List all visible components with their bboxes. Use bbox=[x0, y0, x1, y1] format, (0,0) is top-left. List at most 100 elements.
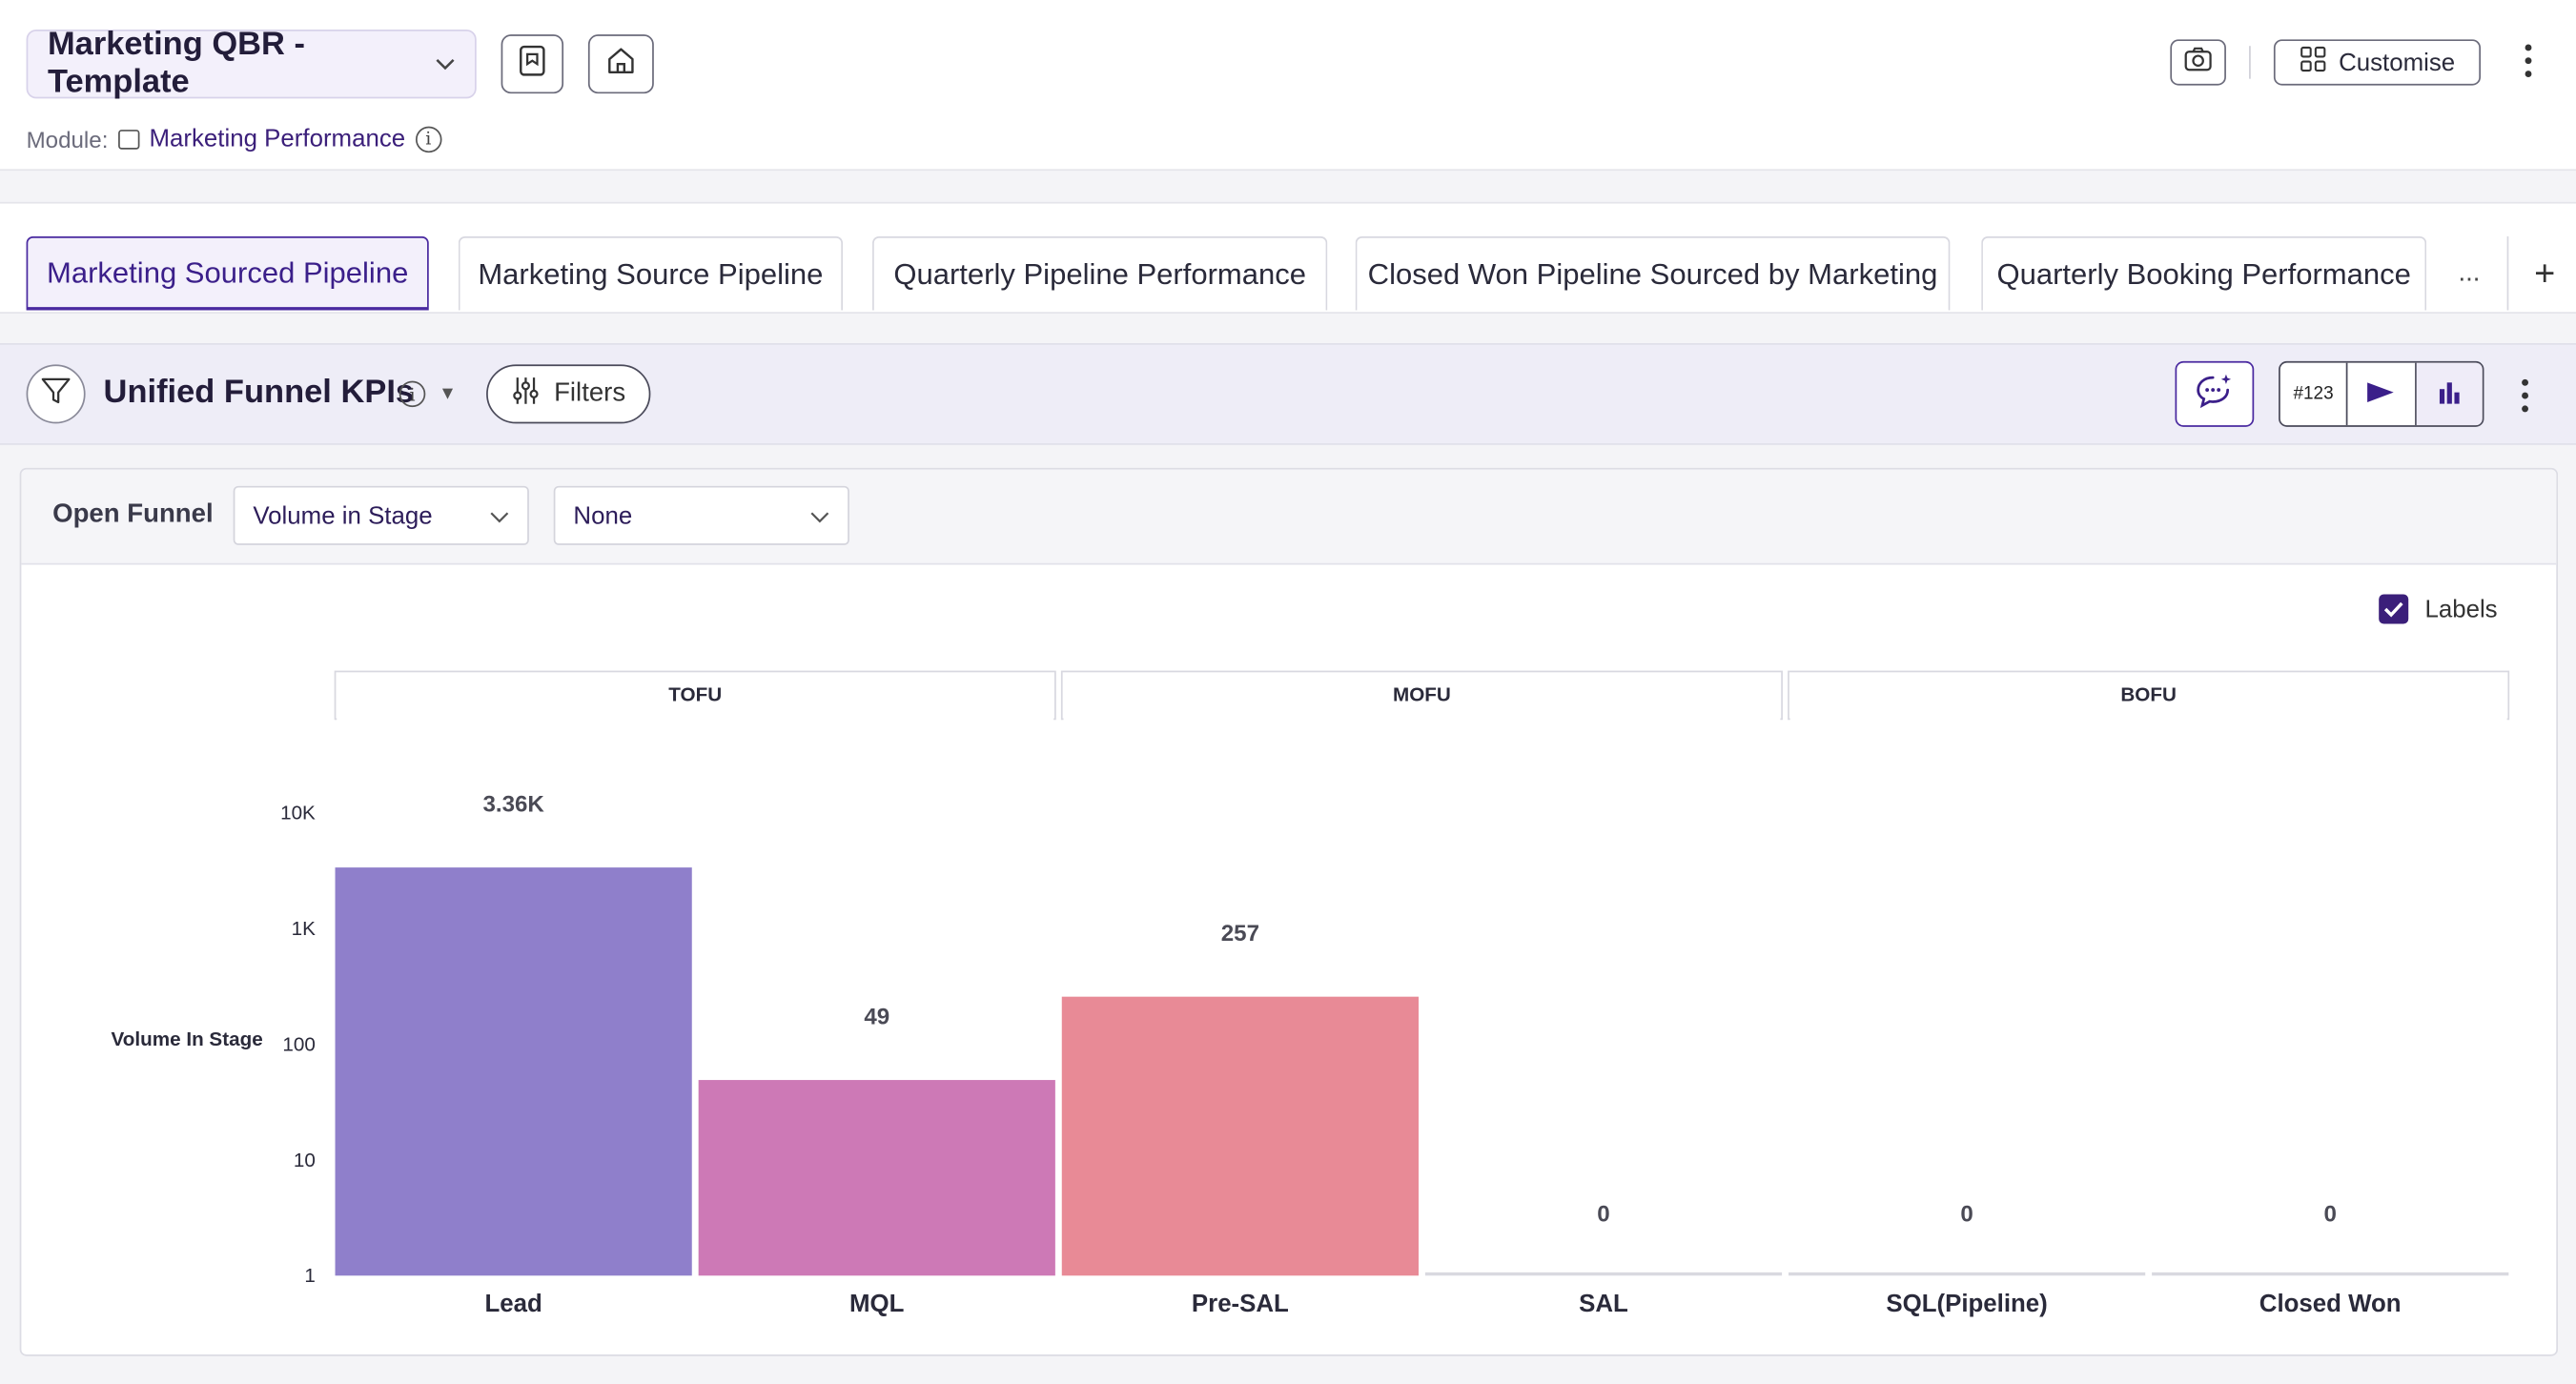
y-tick-label: 1K bbox=[292, 918, 316, 940]
home-icon bbox=[604, 44, 637, 85]
group-header-mask bbox=[1063, 715, 1781, 723]
data-label: 0 bbox=[1960, 1201, 1973, 1227]
tab-closed-won-pipeline[interactable]: Closed Won Pipeline Sourced by Marketing bbox=[1355, 236, 1951, 311]
open-funnel-label: Open Funnel bbox=[52, 500, 214, 529]
metric-select-value: Volume in Stage bbox=[253, 501, 433, 530]
data-label: 49 bbox=[864, 1005, 889, 1030]
home-button[interactable] bbox=[587, 34, 654, 94]
customise-button[interactable]: Customise bbox=[2273, 39, 2482, 86]
ai-chat-button[interactable] bbox=[2175, 360, 2255, 427]
category-label: SQL(Pipeline) bbox=[1886, 1291, 2047, 1317]
customise-label: Customise bbox=[2339, 48, 2456, 77]
module-name-link[interactable]: Marketing Performance bbox=[149, 124, 406, 153]
category-label: Closed Won bbox=[2259, 1291, 2402, 1317]
dashboard-title: Marketing QBR - Template bbox=[47, 26, 305, 101]
add-tab-button[interactable]: + bbox=[2534, 252, 2556, 294]
group-header-cell bbox=[1060, 670, 1783, 721]
chevron-down-icon bbox=[810, 501, 830, 529]
group-by-select[interactable]: None bbox=[553, 485, 849, 545]
funnel-shape-icon bbox=[2366, 380, 2396, 408]
widget-info-icon[interactable]: i bbox=[399, 380, 426, 408]
group-header-mask bbox=[1789, 715, 2507, 723]
tab-label: Marketing Source Pipeline bbox=[478, 256, 824, 291]
bookmark-icon bbox=[518, 44, 547, 85]
bookmark-button[interactable] bbox=[501, 34, 564, 94]
widget-more-menu[interactable] bbox=[2520, 378, 2529, 413]
kebab-dot bbox=[2525, 57, 2532, 65]
group-header-label: BOFU bbox=[2120, 683, 2177, 705]
header-more-menu[interactable] bbox=[2524, 44, 2533, 77]
category-label: MQL bbox=[849, 1291, 904, 1317]
y-tick-label: 10 bbox=[294, 1150, 316, 1171]
metric-select[interactable]: Volume in Stage bbox=[233, 485, 529, 545]
funnel-view-button[interactable] bbox=[2348, 362, 2417, 426]
bar bbox=[335, 867, 692, 1276]
filters-label: Filters bbox=[554, 378, 626, 408]
data-label: 0 bbox=[1597, 1201, 1609, 1227]
bar-chart-icon bbox=[2438, 380, 2461, 408]
y-axis-label: Volume In Stage bbox=[112, 1028, 263, 1050]
group-header-mask bbox=[337, 715, 1054, 723]
header-divider bbox=[2249, 46, 2251, 79]
labels-toggle[interactable]: Labels bbox=[2379, 594, 2498, 624]
tab-quarterly-pipeline-performance[interactable]: Quarterly Pipeline Performance bbox=[872, 236, 1328, 311]
bar-chart-view-button[interactable] bbox=[2416, 362, 2483, 426]
bar bbox=[1788, 1272, 2146, 1276]
funnel-icon bbox=[39, 374, 72, 415]
group-header-label: MOFU bbox=[1393, 683, 1451, 705]
data-label: 0 bbox=[2324, 1201, 2337, 1227]
tab-label: Quarterly Pipeline Performance bbox=[893, 256, 1307, 291]
category-label: Lead bbox=[484, 1291, 542, 1317]
tab-quarterly-booking-performance[interactable]: Quarterly Booking Performance bbox=[1981, 236, 2427, 311]
category-label: Pre-SAL bbox=[1192, 1291, 1289, 1317]
tab-label: Closed Won Pipeline Sourced by Marketing bbox=[1367, 256, 1938, 291]
kebab-dot bbox=[2522, 392, 2529, 399]
view-mode-toggle: #123 bbox=[2279, 360, 2484, 427]
category-label: SAL bbox=[1579, 1291, 1628, 1317]
filters-button[interactable]: Filters bbox=[486, 364, 651, 424]
bar bbox=[1424, 1272, 1783, 1276]
kebab-dot bbox=[2525, 44, 2532, 51]
dashboard-header: Marketing QBR - Template Module: Marketi… bbox=[0, 0, 2576, 172]
layout-grid-icon bbox=[2300, 46, 2326, 78]
sliders-icon bbox=[511, 376, 541, 414]
kebab-dot bbox=[2522, 378, 2529, 386]
group-header-cell bbox=[334, 670, 1056, 721]
group-header-label: TOFU bbox=[668, 683, 722, 705]
tab-marketing-source-pipeline[interactable]: Marketing Source Pipeline bbox=[458, 236, 844, 311]
number-view-button[interactable]: #123 bbox=[2280, 362, 2349, 426]
module-label: Module: bbox=[26, 125, 109, 153]
chevron-down-icon bbox=[436, 52, 456, 75]
chart-toolbar: Open Funnel Volume in Stage None bbox=[21, 469, 2557, 565]
module-info: Module: Marketing Performance i bbox=[26, 124, 442, 153]
tab-label: Marketing Sourced Pipeline bbox=[47, 254, 409, 289]
chart-panel: Open Funnel Volume in Stage None Labels … bbox=[19, 467, 2559, 1356]
y-tick-label: 10K bbox=[280, 802, 316, 824]
caret-down-icon[interactable]: ▼ bbox=[439, 384, 457, 404]
camera-icon bbox=[2183, 45, 2213, 79]
widget-title: Unified Funnel KPIs bbox=[103, 374, 415, 411]
funnel-icon-button[interactable] bbox=[26, 364, 86, 424]
snapshot-button[interactable] bbox=[2170, 39, 2226, 86]
bar bbox=[1061, 996, 1419, 1276]
chevron-down-icon bbox=[490, 501, 510, 529]
group-header-cell bbox=[1788, 670, 2510, 721]
ai-chat-icon bbox=[2195, 372, 2234, 417]
y-tick-label: 100 bbox=[282, 1033, 315, 1055]
dashboard-title-dropdown[interactable]: Marketing QBR - Template bbox=[26, 27, 477, 100]
module-icon bbox=[117, 129, 140, 149]
info-icon[interactable]: i bbox=[415, 125, 442, 153]
data-label: 257 bbox=[1221, 921, 1259, 946]
tab-label: Quarterly Booking Performance bbox=[1996, 256, 2411, 291]
tab-marketing-sourced-pipeline[interactable]: Marketing Sourced Pipeline bbox=[26, 236, 429, 311]
widget-header: Unified Funnel KPIs i ▼ Filters #123 bbox=[0, 342, 2576, 445]
tabs-overflow-button[interactable]: ... bbox=[2431, 236, 2509, 311]
y-tick-label: 1 bbox=[304, 1265, 316, 1287]
dashboard-tabs: Marketing Sourced Pipeline Marketing Sou… bbox=[0, 201, 2576, 314]
labels-toggle-label: Labels bbox=[2424, 595, 2498, 623]
checkbox-checked-icon[interactable] bbox=[2379, 594, 2409, 624]
bar bbox=[2152, 1272, 2509, 1276]
kebab-dot bbox=[2525, 71, 2532, 77]
kebab-dot bbox=[2522, 405, 2529, 413]
group-by-select-value: None bbox=[573, 501, 633, 530]
